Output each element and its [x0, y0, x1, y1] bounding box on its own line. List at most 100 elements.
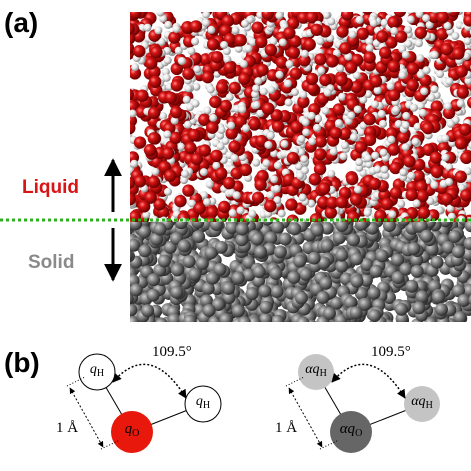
atom	[364, 90, 373, 99]
atom	[454, 137, 468, 150]
atom	[177, 239, 191, 253]
atom	[430, 85, 439, 94]
atom	[130, 159, 139, 168]
atom	[182, 255, 196, 269]
atom	[430, 255, 444, 269]
atom	[207, 25, 216, 34]
atom	[155, 317, 168, 322]
atom	[301, 118, 310, 127]
atom	[388, 210, 397, 219]
atom	[209, 222, 223, 232]
atom	[163, 56, 172, 65]
atom	[252, 265, 266, 279]
atom	[297, 95, 310, 109]
atom	[347, 233, 361, 247]
atom	[150, 232, 164, 246]
atom	[269, 266, 283, 280]
atom	[235, 222, 249, 236]
atom	[201, 282, 215, 296]
panel-label: (a)	[4, 7, 38, 38]
atom	[266, 191, 275, 200]
atom	[358, 297, 372, 311]
atom	[223, 61, 237, 74]
atom	[414, 39, 423, 48]
atom	[319, 73, 332, 87]
o-atom	[111, 411, 153, 453]
atom	[206, 38, 220, 51]
angle-arc	[112, 363, 187, 399]
atom	[241, 19, 250, 28]
atom	[403, 155, 416, 168]
atom	[156, 12, 165, 17]
extension	[66, 376, 86, 387]
atom	[430, 180, 439, 189]
atom	[363, 133, 377, 147]
atom	[380, 165, 389, 174]
bond-label: 1 Å	[275, 420, 297, 436]
atom	[191, 99, 200, 108]
atom	[213, 262, 227, 276]
atom	[393, 12, 407, 18]
atom	[307, 251, 321, 265]
atom	[422, 14, 431, 23]
atom	[142, 210, 151, 219]
symbol: αq	[305, 362, 319, 377]
atom	[261, 12, 274, 21]
atom	[464, 76, 471, 85]
atom	[404, 39, 413, 48]
atom	[444, 177, 453, 186]
atom	[215, 81, 229, 94]
atom	[307, 111, 316, 120]
atom	[147, 106, 161, 120]
atom	[138, 244, 152, 258]
atom	[130, 238, 141, 252]
atom	[193, 65, 202, 74]
atom	[264, 140, 273, 149]
atom	[130, 12, 142, 20]
atom	[252, 158, 261, 167]
h-atom	[404, 386, 440, 422]
atom	[387, 88, 401, 102]
atom	[441, 240, 455, 254]
atom	[441, 134, 450, 143]
atom	[234, 34, 247, 47]
atom	[297, 134, 306, 143]
atom	[241, 124, 250, 133]
atom	[289, 67, 303, 80]
atom	[271, 120, 285, 133]
atom	[284, 98, 293, 107]
atom	[463, 236, 471, 250]
atom	[436, 12, 449, 24]
atom	[359, 273, 373, 287]
atom	[417, 206, 431, 220]
atom	[325, 55, 339, 68]
atom	[133, 136, 147, 149]
atom	[467, 96, 471, 109]
atom	[216, 142, 225, 151]
atom	[298, 193, 307, 202]
atom	[349, 133, 358, 142]
atom	[385, 127, 398, 140]
bond-label: 1 Å	[56, 420, 78, 436]
atom	[191, 222, 205, 229]
liquid-label: Liquid	[22, 177, 79, 198]
atom	[198, 113, 211, 126]
atom	[266, 131, 275, 140]
atom	[222, 291, 236, 305]
symbol: αq	[340, 421, 356, 437]
subscript: H	[426, 400, 433, 411]
atom	[209, 95, 222, 109]
atom	[406, 15, 415, 24]
atom	[153, 198, 166, 211]
atom	[335, 248, 349, 262]
atom	[143, 143, 157, 157]
atom	[369, 264, 383, 278]
atom	[130, 109, 137, 118]
subscript: H	[320, 368, 327, 379]
atom	[332, 231, 346, 245]
atom	[390, 27, 399, 36]
subscript: O	[355, 428, 362, 439]
atom	[285, 198, 298, 211]
atom	[391, 253, 405, 267]
atom	[238, 105, 247, 114]
